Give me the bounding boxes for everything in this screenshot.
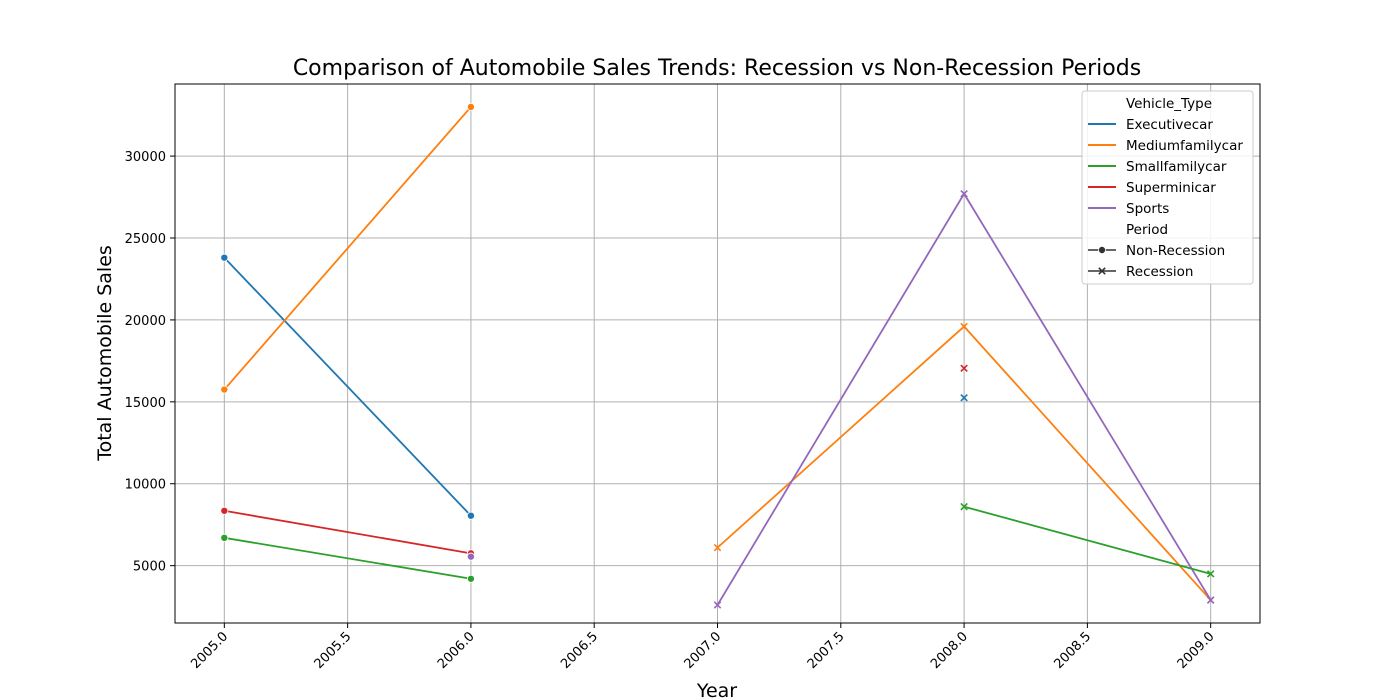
legend-item-label: Non-Recession bbox=[1126, 243, 1225, 259]
data-point-superminicar-recession bbox=[960, 364, 968, 373]
chart-title: Comparison of Automobile Sales Trends: R… bbox=[293, 56, 1141, 81]
y-axis-label: Total Automobile Sales bbox=[94, 245, 116, 462]
series-smallfamilycar-non-recession bbox=[220, 533, 475, 583]
series-executivecar-non-recession bbox=[220, 253, 475, 520]
series-line-smallfamilycar-non-recession bbox=[223, 536, 472, 580]
data-point-mediumfamilycar-non-recession bbox=[220, 385, 229, 394]
series-sports-non-recession bbox=[466, 552, 475, 561]
data-point-sports-recession bbox=[960, 190, 968, 198]
plot-series bbox=[220, 102, 1215, 609]
data-point-sports-non-recession bbox=[466, 552, 475, 561]
data-point-mediumfamilycar-recession bbox=[960, 322, 968, 331]
y-axis-ticks: 5000 10000 15000 20000 25000 30000 bbox=[125, 150, 175, 575]
legend-item-label: Superminicar bbox=[1126, 180, 1216, 196]
legend-marker-x bbox=[1098, 267, 1106, 275]
data-point-executivecar-non-recession bbox=[466, 511, 475, 520]
y-tick-label: 10000 bbox=[125, 478, 166, 493]
series-mediumfamilycar-non-recession bbox=[220, 102, 475, 394]
data-point-smallfamilycar-non-recession bbox=[220, 533, 229, 542]
x-axis-label: Year bbox=[696, 680, 737, 700]
series-line-smallfamilycar-recession bbox=[963, 505, 1212, 575]
legend: Vehicle_Type Executivecar Mediumfamilycar S… bbox=[1081, 90, 1254, 285]
y-tick-label: 15000 bbox=[125, 396, 166, 411]
data-point-smallfamilycar-non-recession bbox=[466, 574, 475, 583]
data-point-superminicar-non-recession bbox=[220, 506, 229, 515]
legend-item-label: Smallfamilycar bbox=[1126, 159, 1227, 175]
series-smallfamilycar-recession bbox=[960, 502, 1215, 578]
y-tick-label: 25000 bbox=[125, 232, 166, 247]
legend-marker-circle bbox=[1098, 245, 1107, 254]
series-line-mediumfamilycar-non-recession bbox=[223, 106, 472, 391]
legend-item-label: Recession bbox=[1126, 264, 1193, 280]
legend-item-label: Executivecar bbox=[1126, 117, 1213, 133]
series-executivecar-recession bbox=[960, 393, 968, 402]
y-tick-label: 20000 bbox=[125, 314, 166, 329]
series-line-executivecar-non-recession bbox=[223, 256, 472, 517]
data-point-sports-recession bbox=[1206, 596, 1215, 604]
legend-item-label: Sports bbox=[1126, 201, 1169, 217]
legend-item-label: Mediumfamilycar bbox=[1126, 138, 1243, 154]
data-point-smallfamilycar-recession bbox=[960, 502, 968, 511]
data-point-executivecar-recession bbox=[960, 393, 968, 402]
data-point-mediumfamilycar-non-recession bbox=[466, 102, 475, 111]
legend-hue-title: Vehicle_Type bbox=[1126, 96, 1212, 112]
y-tick-label: 30000 bbox=[125, 150, 166, 165]
data-point-executivecar-non-recession bbox=[220, 253, 229, 262]
series-line-superminicar-non-recession bbox=[223, 509, 472, 555]
data-point-smallfamilycar-recession bbox=[1206, 570, 1215, 578]
legend-style-title: Period bbox=[1126, 222, 1168, 238]
y-tick-label: 5000 bbox=[133, 560, 166, 575]
series-sports-recession bbox=[713, 190, 1215, 609]
legend-box bbox=[1081, 90, 1254, 285]
data-point-sports-recession bbox=[713, 601, 722, 609]
data-point-mediumfamilycar-recession bbox=[713, 543, 722, 552]
series-superminicar-recession bbox=[960, 364, 968, 373]
